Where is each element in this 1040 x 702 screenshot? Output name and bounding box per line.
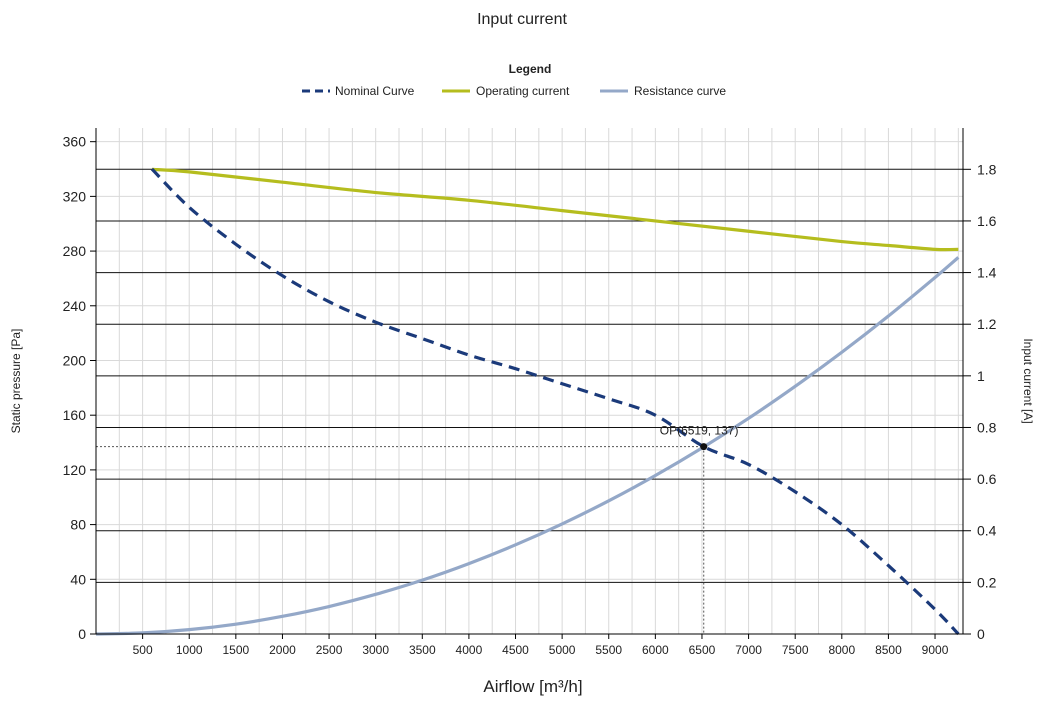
x-axis-label: Airflow [m³/h] [483, 677, 582, 696]
series-line-nominal-curve [150, 167, 960, 636]
left-axis-gridlines [96, 141, 963, 580]
y-left-tick-label: 160 [63, 407, 87, 423]
x-tick-label: 8500 [875, 643, 902, 657]
y-right-tick-label: 1.6 [977, 213, 997, 229]
x-tick-label: 5500 [595, 643, 622, 657]
x-tick-label: 7500 [782, 643, 809, 657]
y-left-tick-label: 200 [63, 352, 87, 368]
y-axis-label-left: Static pressure [Pa] [9, 329, 23, 434]
operating-point-label: OP(6519, 137) [660, 424, 739, 438]
x-tick-label: 4500 [502, 643, 529, 657]
x-tick-label: 8000 [828, 643, 855, 657]
x-tick-label: 5000 [549, 643, 576, 657]
y-left-tick-label: 0 [78, 626, 86, 642]
x-axis-ticks: 500 1000 1500 2000 2500 3000 3500 4000 4500 5000 5… [133, 634, 949, 657]
chart-title: Input current [477, 11, 567, 28]
y-left-tick-label: 80 [70, 517, 86, 533]
x-tick-label: 1500 [222, 643, 249, 657]
x-tick-label: 6500 [689, 643, 716, 657]
y-right-tick-label: 0.2 [977, 574, 997, 590]
x-tick-label: 9000 [922, 643, 949, 657]
y-left-tick-label: 360 [63, 134, 87, 150]
left-axis-ticks: 0 40 80 120 160 200 240 280 320 360 [63, 134, 96, 642]
y-axis-label-right: Input current [A] [1021, 338, 1035, 423]
x-tick-label: 2500 [316, 643, 343, 657]
operating-point-layer: OP(6519, 137) [96, 424, 738, 634]
series-line-resistance-curve [95, 256, 960, 636]
x-tick-label: 500 [133, 643, 153, 657]
y-right-tick-label: 0 [977, 626, 985, 642]
legend-item-operating-current[interactable]: Operating current [442, 84, 570, 98]
x-tick-label: 4000 [456, 643, 483, 657]
x-tick-label: 3500 [409, 643, 436, 657]
right-axis-ticks: 0 0.2 0.4 0.6 0.8 1 1.2 1.4 1.6 1.8 [963, 161, 997, 642]
x-tick-label: 3000 [362, 643, 389, 657]
legend: Legend Nominal Curve Operating current R… [302, 62, 726, 98]
x-tick-label: 1000 [176, 643, 203, 657]
x-tick-label: 6000 [642, 643, 669, 657]
y-left-tick-label: 120 [63, 462, 87, 478]
legend-item-nominal-curve[interactable]: Nominal Curve [302, 84, 415, 98]
legend-item-resistance-curve[interactable]: Resistance curve [600, 84, 726, 98]
series-line-operating-current [151, 167, 959, 252]
plot-area: OP(6519, 137) [95, 128, 964, 636]
legend-label-operating-current: Operating current [476, 84, 570, 98]
y-right-tick-label: 0.6 [977, 471, 997, 487]
y-right-tick-label: 0.8 [977, 419, 997, 435]
y-left-tick-label: 240 [63, 298, 87, 314]
x-tick-label: 7000 [735, 643, 762, 657]
x-tick-label: 2000 [269, 643, 296, 657]
legend-label-nominal-curve: Nominal Curve [335, 84, 415, 98]
y-right-tick-label: 1.8 [977, 161, 997, 177]
y-left-tick-label: 280 [63, 243, 87, 259]
y-left-tick-label: 40 [70, 571, 86, 587]
y-right-tick-label: 1.4 [977, 265, 997, 281]
operating-point-marker[interactable] [700, 443, 708, 451]
legend-label-resistance-curve: Resistance curve [634, 84, 726, 98]
series-layer [95, 167, 960, 636]
y-right-tick-label: 1 [977, 368, 985, 384]
y-right-tick-label: 1.2 [977, 316, 997, 332]
right-axis-gridlines [96, 168, 963, 583]
y-right-tick-label: 0.4 [977, 523, 997, 539]
vertical-gridlines [118, 128, 959, 634]
y-left-tick-label: 320 [63, 188, 87, 204]
legend-title: Legend [509, 62, 552, 76]
